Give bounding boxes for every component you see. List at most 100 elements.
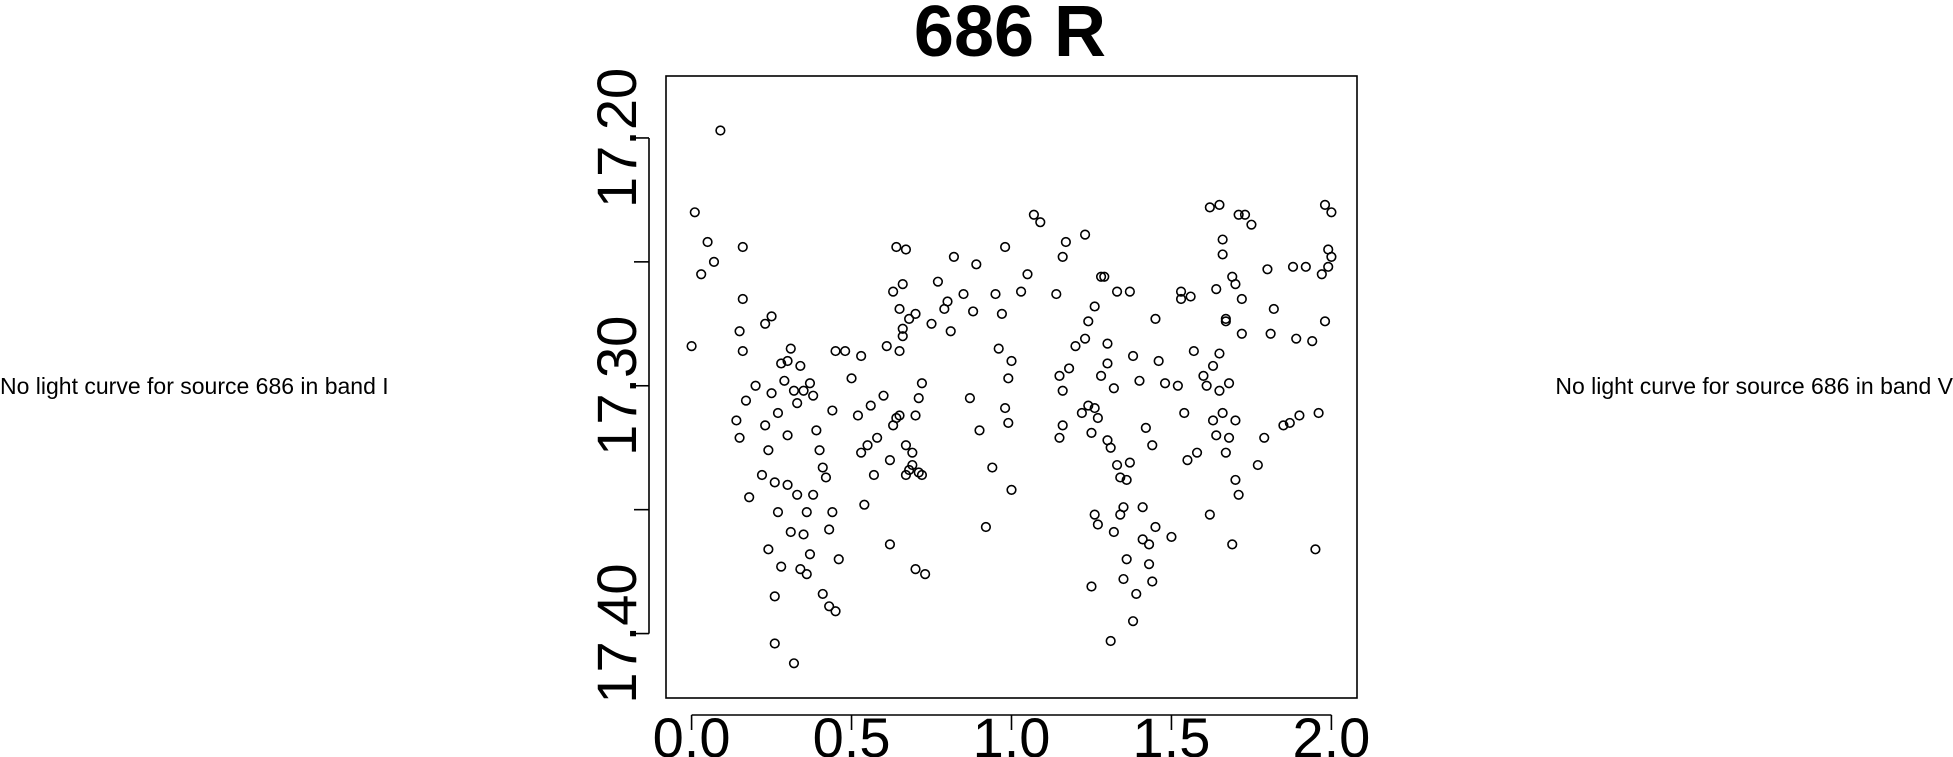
data-point	[1188, 345, 1199, 357]
data-point	[1313, 407, 1324, 419]
data-point	[1006, 355, 1017, 367]
data-point	[1239, 209, 1251, 220]
data-point	[1172, 380, 1183, 391]
data-point	[1326, 207, 1337, 218]
data-point	[1259, 432, 1270, 443]
data-point	[1150, 521, 1161, 533]
data-point	[1083, 316, 1094, 327]
data-point	[980, 521, 992, 533]
data-point	[1070, 341, 1081, 352]
data-point	[907, 459, 918, 471]
data-point	[1227, 539, 1238, 550]
data-point	[830, 606, 841, 617]
data-point	[1105, 442, 1116, 453]
data-point	[1214, 199, 1225, 210]
data-point	[763, 544, 774, 555]
data-point	[1223, 378, 1235, 389]
data-point	[1015, 286, 1027, 297]
data-point	[734, 432, 745, 443]
data-point	[795, 360, 806, 372]
data-point	[1217, 234, 1228, 245]
data-point	[1054, 370, 1065, 381]
data-point	[872, 432, 883, 443]
data-point	[1131, 588, 1142, 600]
data-point	[1121, 474, 1132, 486]
data-point	[760, 318, 771, 329]
data-point	[782, 355, 793, 367]
data-point	[916, 378, 928, 389]
data-point	[1022, 269, 1033, 280]
data-point	[772, 507, 784, 518]
data-point	[1150, 313, 1161, 324]
data-point	[1006, 484, 1017, 495]
y-tick-label: 17.20	[585, 68, 648, 208]
data-point	[801, 507, 812, 518]
x-tick-label: 0.5	[813, 706, 891, 757]
data-point	[881, 341, 892, 352]
data-point	[1217, 407, 1228, 419]
data-point	[1175, 286, 1187, 297]
data-point	[996, 308, 1008, 319]
data-point	[769, 591, 780, 602]
data-point	[1054, 432, 1065, 443]
y-tick-label: 17.40	[585, 563, 648, 703]
data-point	[1003, 373, 1014, 384]
x-axis: 0.0 0.5 1.0 1.5 2.0	[653, 706, 1371, 757]
data-point	[792, 398, 803, 409]
data-point	[1111, 459, 1123, 471]
data-point	[1223, 432, 1235, 443]
x-tick-label: 1.5	[1133, 706, 1211, 757]
data-point	[1214, 385, 1225, 396]
data-point	[894, 303, 905, 315]
data-point	[904, 313, 915, 324]
data-point	[776, 358, 787, 369]
x-tick-label: 2.0	[1292, 706, 1370, 757]
data-point	[1294, 410, 1305, 421]
data-point	[1191, 447, 1203, 458]
data-point	[731, 415, 742, 426]
data-point	[971, 259, 982, 270]
data-point	[1137, 534, 1148, 545]
data-point	[1099, 271, 1110, 282]
data-point	[1220, 447, 1231, 458]
data-point	[750, 380, 761, 391]
data-point	[1166, 531, 1177, 543]
data-point	[782, 479, 793, 490]
data-point	[756, 469, 768, 481]
data-point	[1233, 489, 1244, 500]
data-point	[878, 390, 889, 401]
data-point	[798, 529, 809, 540]
data-point	[1083, 400, 1094, 411]
data-point	[737, 293, 748, 305]
data-point	[1111, 286, 1123, 297]
data-point	[897, 323, 908, 334]
data-point	[974, 425, 985, 436]
data-point	[769, 638, 780, 649]
data-point	[798, 385, 809, 396]
data-point	[785, 526, 796, 538]
data-point	[824, 524, 835, 535]
plot-frame	[665, 75, 1358, 699]
data-point	[900, 244, 912, 255]
data-point	[1230, 474, 1241, 486]
data-point	[1147, 440, 1158, 451]
data-point	[1252, 459, 1263, 471]
data-point	[840, 345, 851, 357]
data-point	[1310, 544, 1321, 555]
data-point	[1000, 402, 1011, 414]
data-point	[1287, 261, 1299, 272]
data-point	[820, 472, 832, 483]
data-point	[1265, 328, 1276, 339]
data-point	[1089, 509, 1100, 520]
data-point	[1140, 422, 1151, 433]
chart-title: 686 R	[914, 0, 1106, 72]
data-point	[1268, 303, 1279, 315]
data-point	[945, 326, 956, 337]
data-point	[737, 345, 748, 357]
data-point	[1159, 378, 1171, 389]
data-point	[833, 554, 844, 565]
data-point	[862, 440, 873, 451]
data-point	[888, 286, 899, 297]
data-point	[1121, 554, 1132, 565]
data-point	[1028, 209, 1039, 220]
